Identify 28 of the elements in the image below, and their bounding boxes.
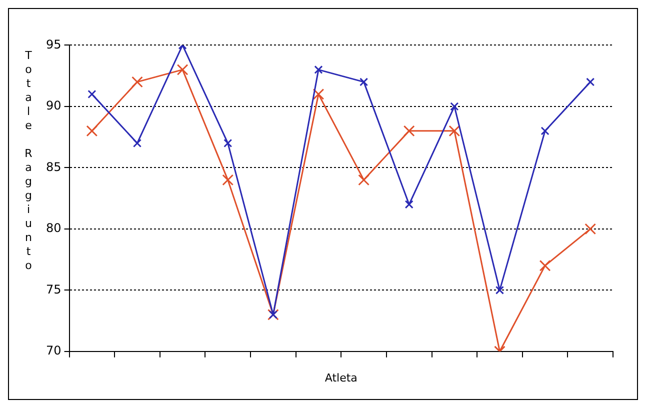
point [224,138,232,148]
x-axis-title: Atleta [324,371,358,384]
point [132,138,142,148]
point [312,88,324,100]
point [176,64,188,76]
point [404,200,414,209]
point [360,78,368,86]
point [403,125,415,137]
point [86,125,98,137]
point [495,286,504,294]
point [132,76,143,88]
y-tick-label: 90 [46,98,62,113]
point [314,65,323,74]
point [450,102,459,111]
point [358,174,370,186]
y-tick-label: 80 [46,221,62,236]
point [539,260,551,272]
y-tick-label: 75 [46,282,62,296]
y-tick-label: 70 [46,344,62,358]
y-tick-label: 95 [46,37,62,52]
point [584,223,596,235]
point [448,125,460,137]
y-tick-label: 85 [46,160,62,174]
point [586,78,595,86]
point [540,126,550,136]
y-axis-title: Totale Raggiunto [22,49,35,273]
point [88,90,96,98]
point [222,174,234,186]
